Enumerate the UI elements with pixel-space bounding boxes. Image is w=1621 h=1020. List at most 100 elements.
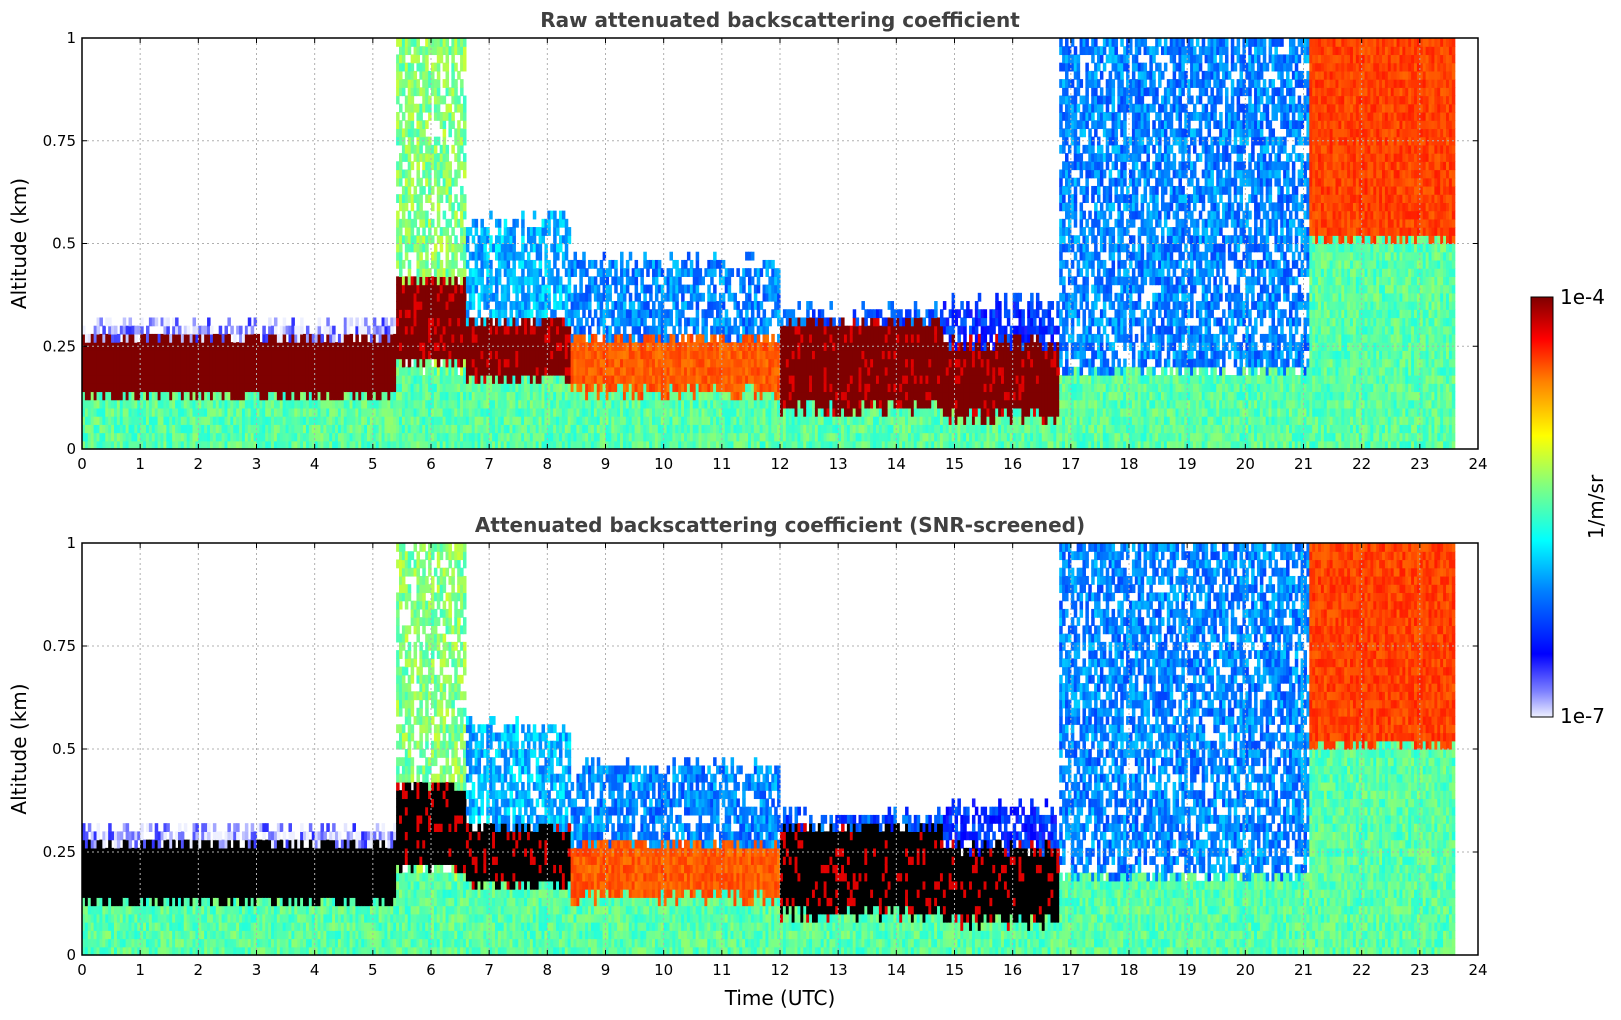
heatmap-cell bbox=[713, 268, 717, 277]
heatmap-cell bbox=[402, 87, 406, 96]
heatmap-cell bbox=[617, 326, 621, 335]
heatmap-region bbox=[82, 317, 397, 449]
heatmap-cell bbox=[419, 252, 423, 261]
heatmap-cell bbox=[451, 227, 455, 236]
heatmap-cell bbox=[102, 326, 106, 335]
heatmap-cell bbox=[722, 260, 726, 269]
heatmap-cell bbox=[446, 54, 450, 63]
heatmap-cell bbox=[696, 260, 700, 269]
heatmap-cell bbox=[396, 96, 400, 105]
heatmap-cell bbox=[547, 285, 551, 294]
heatmap-cell bbox=[460, 79, 464, 88]
heatmap-cell bbox=[411, 178, 415, 187]
heatmap-cell bbox=[469, 227, 473, 236]
heatmap-cell bbox=[684, 260, 688, 269]
heatmap-cell bbox=[463, 112, 467, 121]
heatmap-cell bbox=[588, 293, 592, 302]
heatmap-cell bbox=[408, 153, 412, 162]
heatmap-cell bbox=[416, 79, 420, 88]
heatmap-cell bbox=[498, 219, 502, 228]
heatmap-cell bbox=[742, 285, 746, 294]
heatmap-cell bbox=[416, 38, 420, 47]
heatmap-cell bbox=[448, 161, 452, 170]
heatmap-cell bbox=[527, 285, 531, 294]
heatmap-cell bbox=[437, 104, 441, 113]
heatmap-cell bbox=[454, 211, 458, 220]
heatmap-cell bbox=[463, 153, 467, 162]
heatmap-cell bbox=[451, 112, 455, 121]
heatmap-cell bbox=[629, 293, 633, 302]
heatmap-cell bbox=[629, 252, 633, 261]
heatmap-cell bbox=[108, 317, 112, 326]
heatmap-cell bbox=[408, 186, 412, 195]
heatmap-cell bbox=[579, 317, 583, 326]
heatmap-cell bbox=[463, 170, 467, 179]
heatmap-cell bbox=[463, 128, 467, 137]
heatmap-cell bbox=[748, 268, 752, 277]
heatmap-cell bbox=[434, 244, 438, 253]
heatmap-cell bbox=[454, 367, 458, 376]
heatmap-cell bbox=[457, 153, 461, 162]
heatmap-cell bbox=[451, 71, 455, 80]
heatmap-cell bbox=[367, 326, 371, 335]
heatmap-cell bbox=[751, 309, 755, 318]
heatmap-cell bbox=[466, 260, 470, 269]
heatmap-cell bbox=[539, 260, 543, 269]
heatmap-cell bbox=[507, 285, 511, 294]
heatmap-cell bbox=[411, 112, 415, 121]
heatmap-cell bbox=[600, 301, 604, 310]
heatmap-cell bbox=[431, 186, 435, 195]
heatmap-cell bbox=[637, 293, 641, 302]
heatmap-cell bbox=[655, 293, 659, 302]
heatmap-cell bbox=[527, 301, 531, 310]
heatmap-cell bbox=[480, 219, 484, 228]
heatmap-cell bbox=[696, 252, 700, 261]
heatmap-cell bbox=[437, 87, 441, 96]
heatmap-cell bbox=[521, 252, 525, 261]
heatmap-cell bbox=[542, 235, 546, 244]
heatmap-cell bbox=[582, 309, 586, 318]
heatmap-cell bbox=[515, 293, 519, 302]
heatmap-cell bbox=[460, 145, 464, 154]
heatmap-cell bbox=[268, 317, 272, 326]
heatmap-cell bbox=[422, 227, 426, 236]
heatmap-cell bbox=[565, 252, 569, 261]
heatmap-cell bbox=[422, 128, 426, 137]
heatmap-cell bbox=[262, 326, 266, 335]
heatmap-cell bbox=[411, 63, 415, 72]
heatmap-cell bbox=[512, 235, 516, 244]
heatmap-cell bbox=[416, 54, 420, 63]
heatmap-cell bbox=[521, 235, 525, 244]
heatmap-cell bbox=[728, 276, 732, 285]
heatmap-cell bbox=[498, 227, 502, 236]
heatmap-cell bbox=[495, 293, 499, 302]
heatmap-cell bbox=[457, 96, 461, 105]
heatmap-cell bbox=[463, 63, 467, 72]
heatmap-cell bbox=[547, 219, 551, 228]
heatmap-cell bbox=[690, 260, 694, 269]
heatmap-cell bbox=[527, 317, 531, 326]
heatmap-cell bbox=[411, 202, 415, 211]
heatmap-cell bbox=[565, 219, 569, 228]
heatmap-cell bbox=[751, 252, 755, 261]
heatmap-cell bbox=[318, 317, 322, 326]
heatmap-cell bbox=[553, 260, 557, 269]
heatmap-cell bbox=[422, 186, 426, 195]
heatmap-cell bbox=[728, 334, 732, 343]
heatmap-cell bbox=[463, 46, 467, 55]
heatmap-cell bbox=[594, 276, 598, 285]
heatmap-cell bbox=[574, 268, 578, 277]
heatmap-cell bbox=[614, 285, 618, 294]
heatmap-cell bbox=[225, 326, 229, 335]
heatmap-cell bbox=[507, 260, 511, 269]
heatmap-cell bbox=[318, 326, 322, 335]
heatmap-cell bbox=[608, 326, 612, 335]
heatmap-cell bbox=[588, 326, 592, 335]
raw-backscatter-panel: Raw attenuated backscattering coefficien… bbox=[7, 8, 1488, 473]
heatmap-cell bbox=[489, 268, 493, 277]
heatmap-cell bbox=[463, 120, 467, 129]
heatmap-cell bbox=[640, 268, 644, 277]
heatmap-cell bbox=[664, 326, 668, 335]
heatmap-cell bbox=[399, 71, 403, 80]
heatmap-cell bbox=[437, 219, 441, 228]
